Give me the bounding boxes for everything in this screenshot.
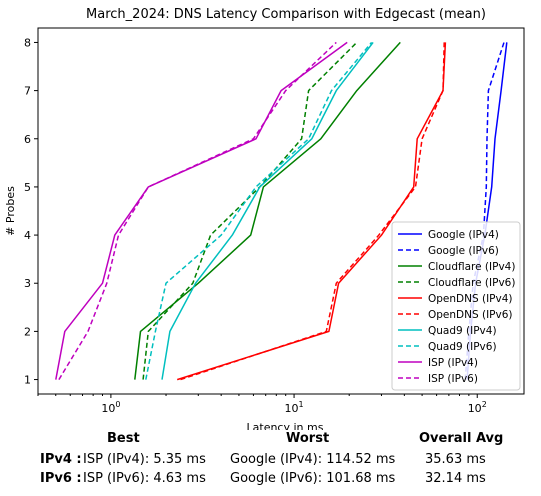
ipv6-best: ISP (IPv6): 4.63 ms bbox=[83, 471, 206, 486]
x-tick-label: 102 bbox=[468, 400, 487, 415]
ipv4-overall: 35.63 ms bbox=[425, 452, 486, 467]
chart-title: March_2024: DNS Latency Comparison with … bbox=[86, 7, 486, 22]
legend-label-cloudflare-ipv4: Cloudflare (IPv4) bbox=[428, 261, 515, 273]
legend-label-quad9-ipv4: Quad9 (IPv4) bbox=[428, 325, 497, 337]
worst-header: Worst bbox=[286, 431, 330, 446]
ipv4-best: ISP (IPv4): 5.35 ms bbox=[83, 452, 206, 467]
legend-label-quad9-ipv6: Quad9 (IPv6) bbox=[428, 341, 497, 353]
x-axis-ticks: 100 101 102 bbox=[37, 394, 487, 415]
y-tick-label: 6 bbox=[24, 133, 31, 146]
legend: Google (IPv4) Google (IPv6) Cloudflare (IP… bbox=[391, 221, 521, 391]
y-tick-label: 5 bbox=[24, 181, 31, 194]
series-line-cloudflare-ipv4 bbox=[134, 41, 401, 380]
legend-label-isp-ipv4: ISP (IPv4) bbox=[428, 357, 478, 369]
legend-box bbox=[391, 221, 521, 391]
best-header: Best bbox=[107, 431, 140, 446]
latency-chart: March_2024: DNS Latency Comparison with … bbox=[4, 7, 525, 430]
y-tick-label: 8 bbox=[24, 36, 31, 49]
series-line-isp-ipv4 bbox=[55, 41, 348, 380]
ipv6-overall: 32.14 ms bbox=[425, 471, 486, 486]
y-tick-label: 2 bbox=[24, 325, 31, 338]
y-tick-label: 3 bbox=[24, 277, 31, 290]
legend-label-google-ipv6: Google (IPv6) bbox=[428, 245, 499, 257]
x-axis-label: Latency in ms bbox=[247, 421, 324, 430]
y-axis-label: # Probes bbox=[4, 186, 17, 236]
ipv6-row-label: IPv6 : bbox=[40, 471, 82, 486]
series-line-isp-ipv6 bbox=[58, 41, 337, 380]
y-tick-label: 1 bbox=[24, 374, 31, 387]
series-line-opendns-ipv6 bbox=[180, 42, 445, 381]
x-tick-label: 100 bbox=[101, 400, 120, 415]
ipv4-row-label: IPv4 : bbox=[40, 452, 82, 467]
legend-label-opendns-ipv6: OpenDNS (IPv6) bbox=[428, 309, 513, 321]
overall-header: Overall Avg bbox=[419, 431, 504, 446]
legend-label-isp-ipv6: ISP (IPv6) bbox=[428, 373, 478, 385]
plot-area bbox=[55, 41, 508, 381]
series-line-cloudflare-ipv6 bbox=[142, 41, 358, 380]
legend-label-opendns-ipv4: OpenDNS (IPv4) bbox=[428, 293, 513, 305]
ipv6-worst: Google (IPv6): 101.68 ms bbox=[230, 471, 396, 486]
ipv4-worst: Google (IPv4): 114.52 ms bbox=[230, 452, 396, 467]
legend-label-cloudflare-ipv6: Cloudflare (IPv6) bbox=[428, 277, 515, 289]
plot-frame bbox=[37, 27, 525, 395]
y-axis-ticks: 1 2 3 4 5 6 7 8 bbox=[24, 36, 38, 387]
y-tick-label: 7 bbox=[24, 85, 31, 98]
y-tick-label: 4 bbox=[24, 229, 31, 242]
series-line-quad9-ipv6 bbox=[145, 41, 373, 380]
legend-label-google-ipv4: Google (IPv4) bbox=[428, 229, 499, 241]
series-line-quad9-ipv4 bbox=[161, 41, 374, 380]
x-tick-label: 101 bbox=[285, 400, 304, 415]
